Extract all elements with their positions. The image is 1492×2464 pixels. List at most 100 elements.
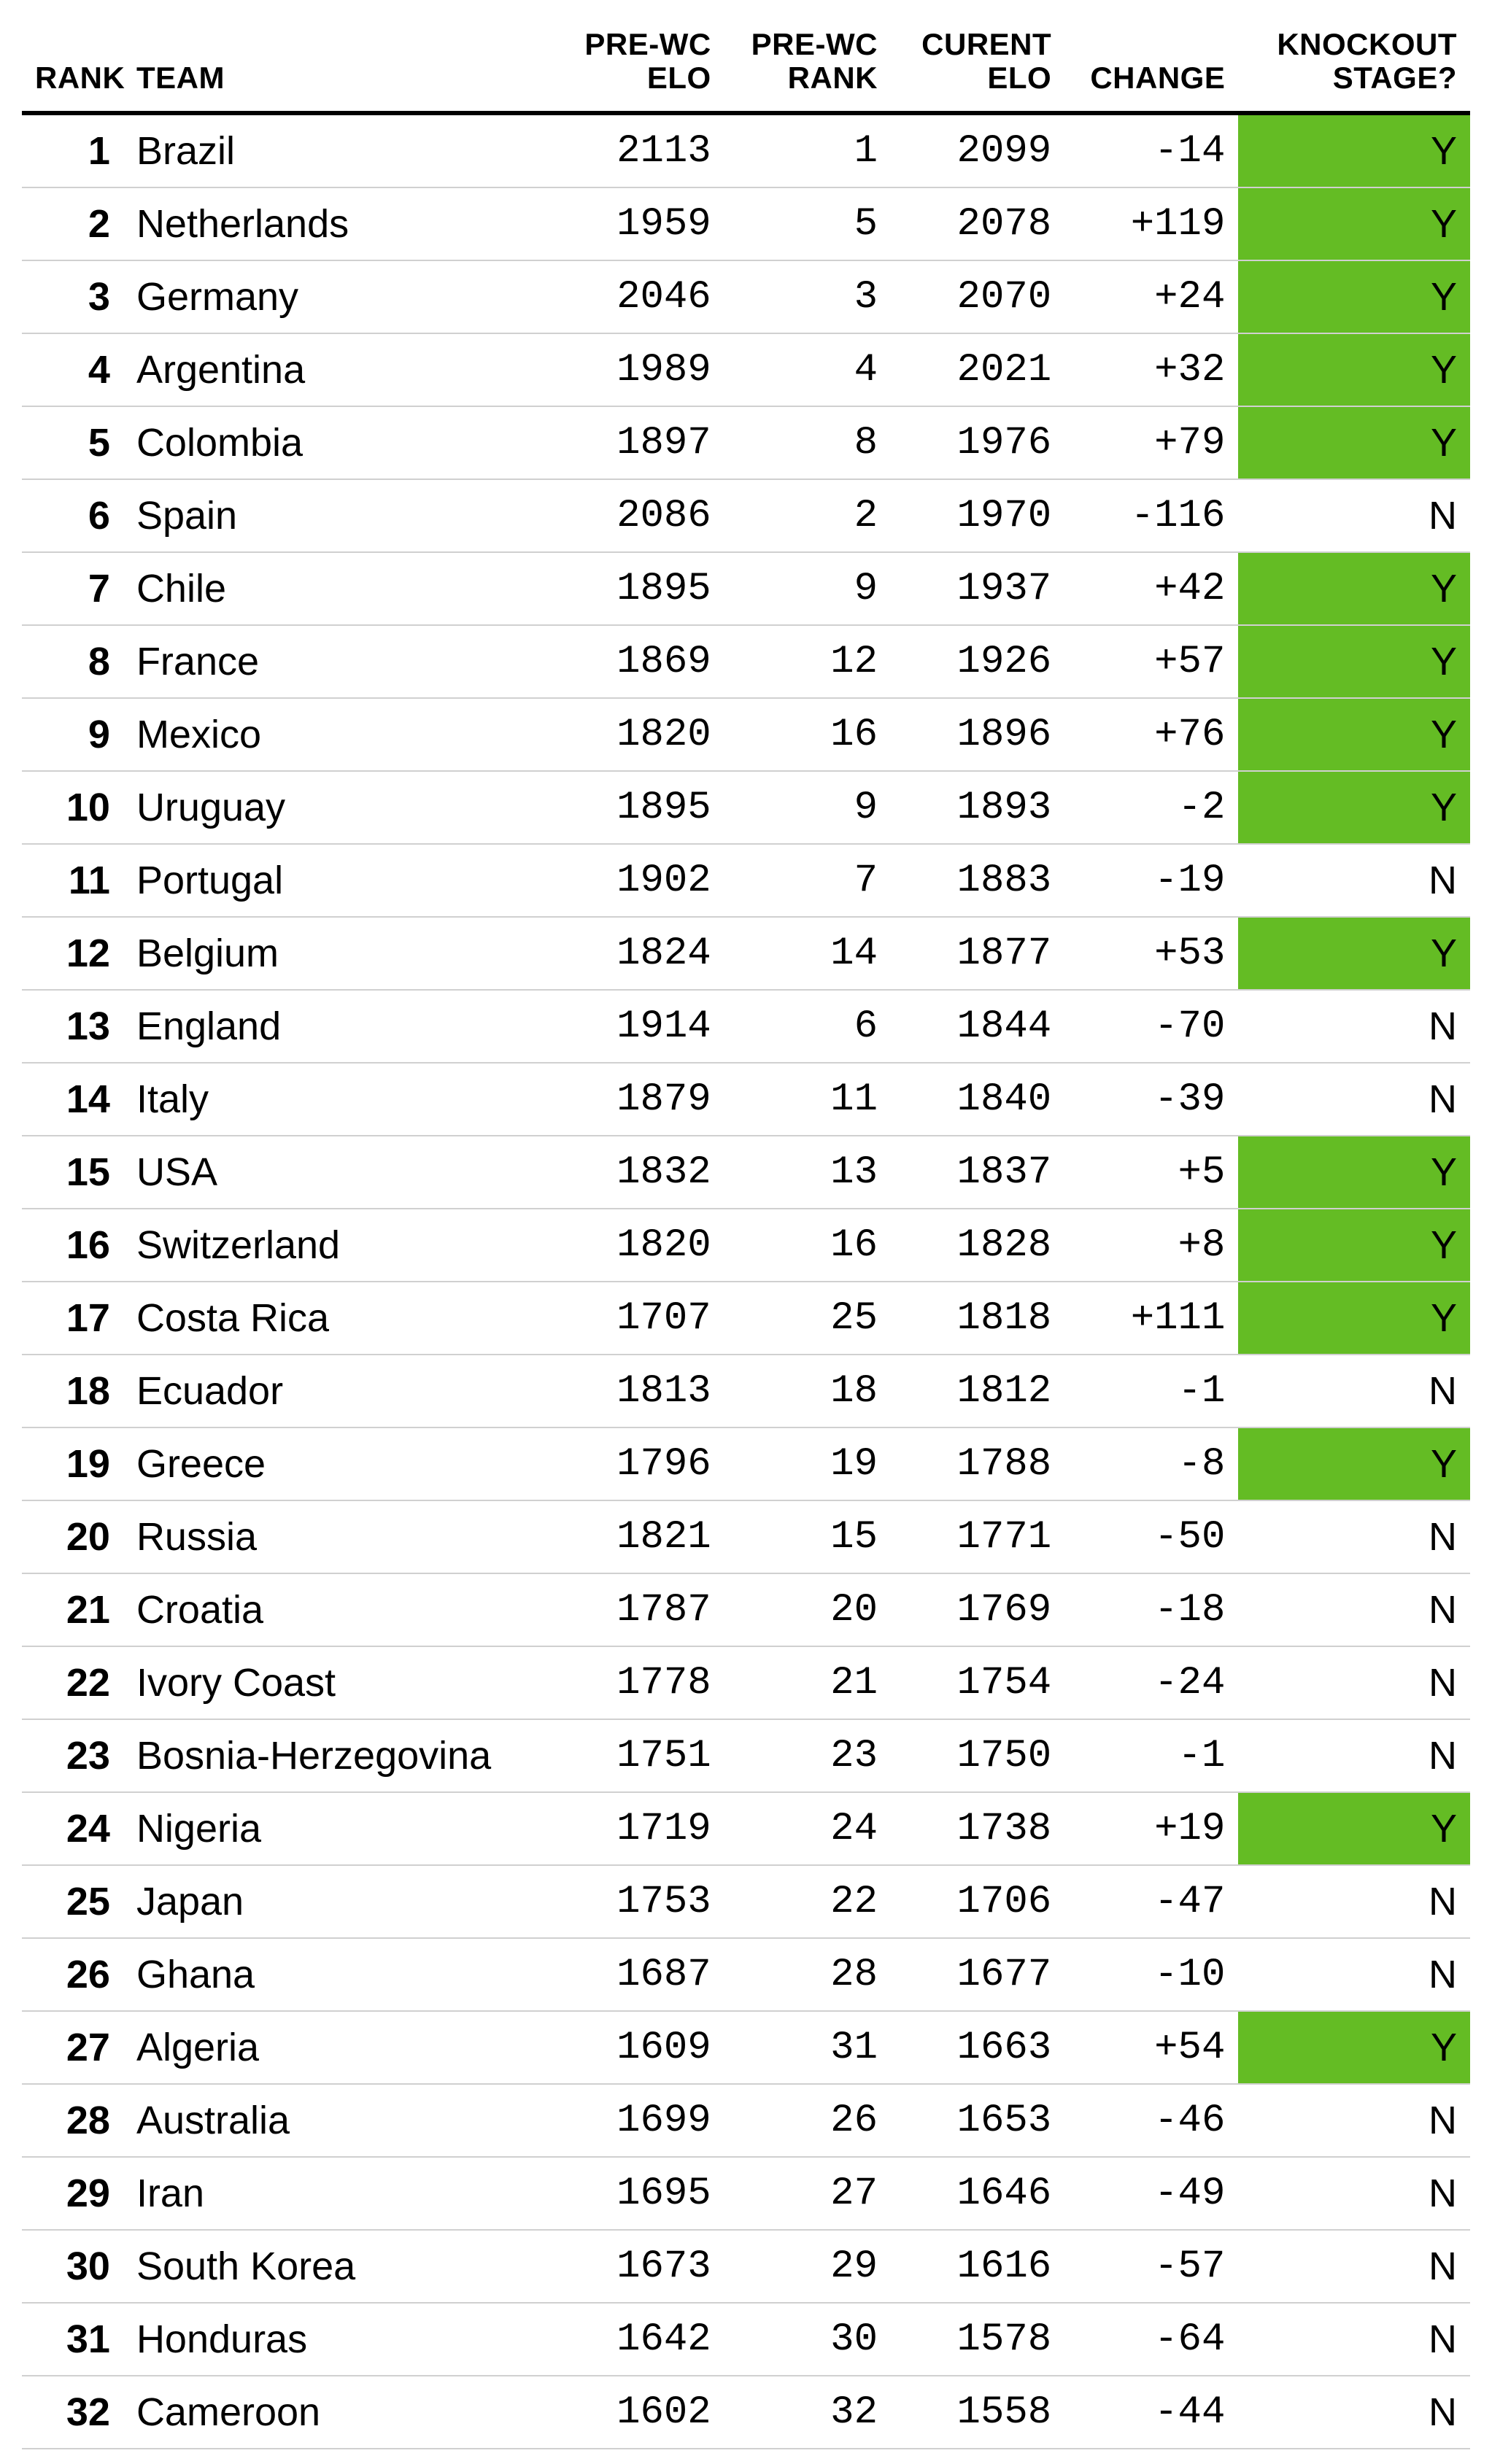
- cell-current-elo: 1738: [891, 1792, 1064, 1865]
- cell-rank: 1: [22, 113, 123, 187]
- cell-pre-wc-elo: 1824: [557, 917, 724, 990]
- cell-team: Japan: [123, 1865, 558, 1938]
- cell-rank: 7: [22, 552, 123, 625]
- cell-pre-wc-elo: 1787: [557, 1573, 724, 1646]
- cell-current-elo: 1877: [891, 917, 1064, 990]
- cell-pre-wc-rank: 6: [724, 990, 891, 1063]
- cell-rank: 3: [22, 260, 123, 333]
- cell-rank: 15: [22, 1136, 123, 1209]
- cell-change: -1: [1064, 1355, 1238, 1427]
- cell-team: Ivory Coast: [123, 1646, 558, 1719]
- cell-pre-wc-rank: 30: [724, 2303, 891, 2376]
- cell-pre-wc-elo: 1707: [557, 1282, 724, 1355]
- cell-current-elo: 1896: [891, 698, 1064, 771]
- cell-pre-wc-rank: 14: [724, 917, 891, 990]
- cell-current-elo: 1837: [891, 1136, 1064, 1209]
- cell-rank: 14: [22, 1063, 123, 1136]
- cell-team: Belgium: [123, 917, 558, 990]
- cell-current-elo: 1769: [891, 1573, 1064, 1646]
- cell-current-elo: 1812: [891, 1355, 1064, 1427]
- table-row: 9Mexico1820161896+76Y: [22, 698, 1470, 771]
- cell-pre-wc-elo: 1895: [557, 552, 724, 625]
- cell-knockout: N: [1238, 1063, 1470, 1136]
- cell-change: +8: [1064, 1209, 1238, 1282]
- col-header-current-elo: CURENTELO: [891, 15, 1064, 113]
- cell-change: -47: [1064, 1865, 1238, 1938]
- col-header-pre-wc-elo: PRE-WCELO: [557, 15, 724, 113]
- cell-knockout: Y: [1238, 1209, 1470, 1282]
- cell-change: -1: [1064, 1719, 1238, 1792]
- cell-pre-wc-rank: 15: [724, 1500, 891, 1573]
- cell-team: Italy: [123, 1063, 558, 1136]
- cell-current-elo: 2070: [891, 260, 1064, 333]
- cell-team: Honduras: [123, 2303, 558, 2376]
- table-row: 18Ecuador1813181812-1N: [22, 1355, 1470, 1427]
- cell-current-elo: 1616: [891, 2230, 1064, 2303]
- cell-team: Bosnia-Herzegovina: [123, 1719, 558, 1792]
- cell-change: -50: [1064, 1500, 1238, 1573]
- cell-pre-wc-elo: 1895: [557, 771, 724, 844]
- cell-rank: 31: [22, 2303, 123, 2376]
- cell-knockout: N: [1238, 1355, 1470, 1427]
- cell-change: -24: [1064, 1646, 1238, 1719]
- cell-knockout: Y: [1238, 917, 1470, 990]
- table-row: 11Portugal190271883-19N: [22, 844, 1470, 917]
- cell-pre-wc-elo: 1832: [557, 1136, 724, 1209]
- cell-pre-wc-elo: 1751: [557, 1719, 724, 1792]
- cell-pre-wc-rank: 22: [724, 1865, 891, 1938]
- cell-current-elo: 1677: [891, 1938, 1064, 2011]
- cell-pre-wc-rank: 24: [724, 1792, 891, 1865]
- cell-pre-wc-elo: 1897: [557, 406, 724, 479]
- cell-knockout: Y: [1238, 260, 1470, 333]
- table-row: 4Argentina198942021+32Y: [22, 333, 1470, 406]
- cell-current-elo: 1937: [891, 552, 1064, 625]
- page: RANK TEAM PRE-WCELO PRE-WCRANK CURENTELO…: [0, 0, 1492, 2464]
- cell-rank: 17: [22, 1282, 123, 1355]
- cell-change: +119: [1064, 187, 1238, 260]
- cell-pre-wc-elo: 1778: [557, 1646, 724, 1719]
- table-row: 17Costa Rica1707251818+111Y: [22, 1282, 1470, 1355]
- cell-pre-wc-rank: 28: [724, 1938, 891, 2011]
- cell-pre-wc-elo: 1902: [557, 844, 724, 917]
- cell-current-elo: 1706: [891, 1865, 1064, 1938]
- cell-pre-wc-rank: 4: [724, 333, 891, 406]
- cell-change: +5: [1064, 1136, 1238, 1209]
- cell-pre-wc-elo: 2086: [557, 479, 724, 552]
- cell-change: -19: [1064, 844, 1238, 917]
- cell-pre-wc-rank: 23: [724, 1719, 891, 1792]
- cell-pre-wc-elo: 1719: [557, 1792, 724, 1865]
- cell-team: Argentina: [123, 333, 558, 406]
- cell-team: South Korea: [123, 2230, 558, 2303]
- cell-pre-wc-rank: 9: [724, 771, 891, 844]
- cell-pre-wc-elo: 1959: [557, 187, 724, 260]
- table-row: 6Spain208621970-116N: [22, 479, 1470, 552]
- cell-current-elo: 2021: [891, 333, 1064, 406]
- cell-current-elo: 1754: [891, 1646, 1064, 1719]
- cell-pre-wc-rank: 13: [724, 1136, 891, 1209]
- cell-team: Russia: [123, 1500, 558, 1573]
- table-row: 3Germany204632070+24Y: [22, 260, 1470, 333]
- cell-change: +53: [1064, 917, 1238, 990]
- cell-change: +42: [1064, 552, 1238, 625]
- cell-pre-wc-elo: 1989: [557, 333, 724, 406]
- cell-current-elo: 1893: [891, 771, 1064, 844]
- cell-knockout: Y: [1238, 552, 1470, 625]
- cell-pre-wc-rank: 16: [724, 1209, 891, 1282]
- cell-knockout: Y: [1238, 1282, 1470, 1355]
- table-row: 10Uruguay189591893-2Y: [22, 771, 1470, 844]
- cell-knockout: N: [1238, 2230, 1470, 2303]
- cell-change: -64: [1064, 2303, 1238, 2376]
- cell-rank: 26: [22, 1938, 123, 2011]
- table-row: 14Italy1879111840-39N: [22, 1063, 1470, 1136]
- cell-pre-wc-rank: 11: [724, 1063, 891, 1136]
- cell-change: -57: [1064, 2230, 1238, 2303]
- cell-current-elo: 1926: [891, 625, 1064, 698]
- cell-team: Chile: [123, 552, 558, 625]
- table-row: 26Ghana1687281677-10N: [22, 1938, 1470, 2011]
- cell-current-elo: 1828: [891, 1209, 1064, 1282]
- cell-team: France: [123, 625, 558, 698]
- col-header-rank: RANK: [22, 15, 123, 113]
- cell-knockout: Y: [1238, 698, 1470, 771]
- table-row: 27Algeria1609311663+54Y: [22, 2011, 1470, 2084]
- cell-knockout: Y: [1238, 2011, 1470, 2084]
